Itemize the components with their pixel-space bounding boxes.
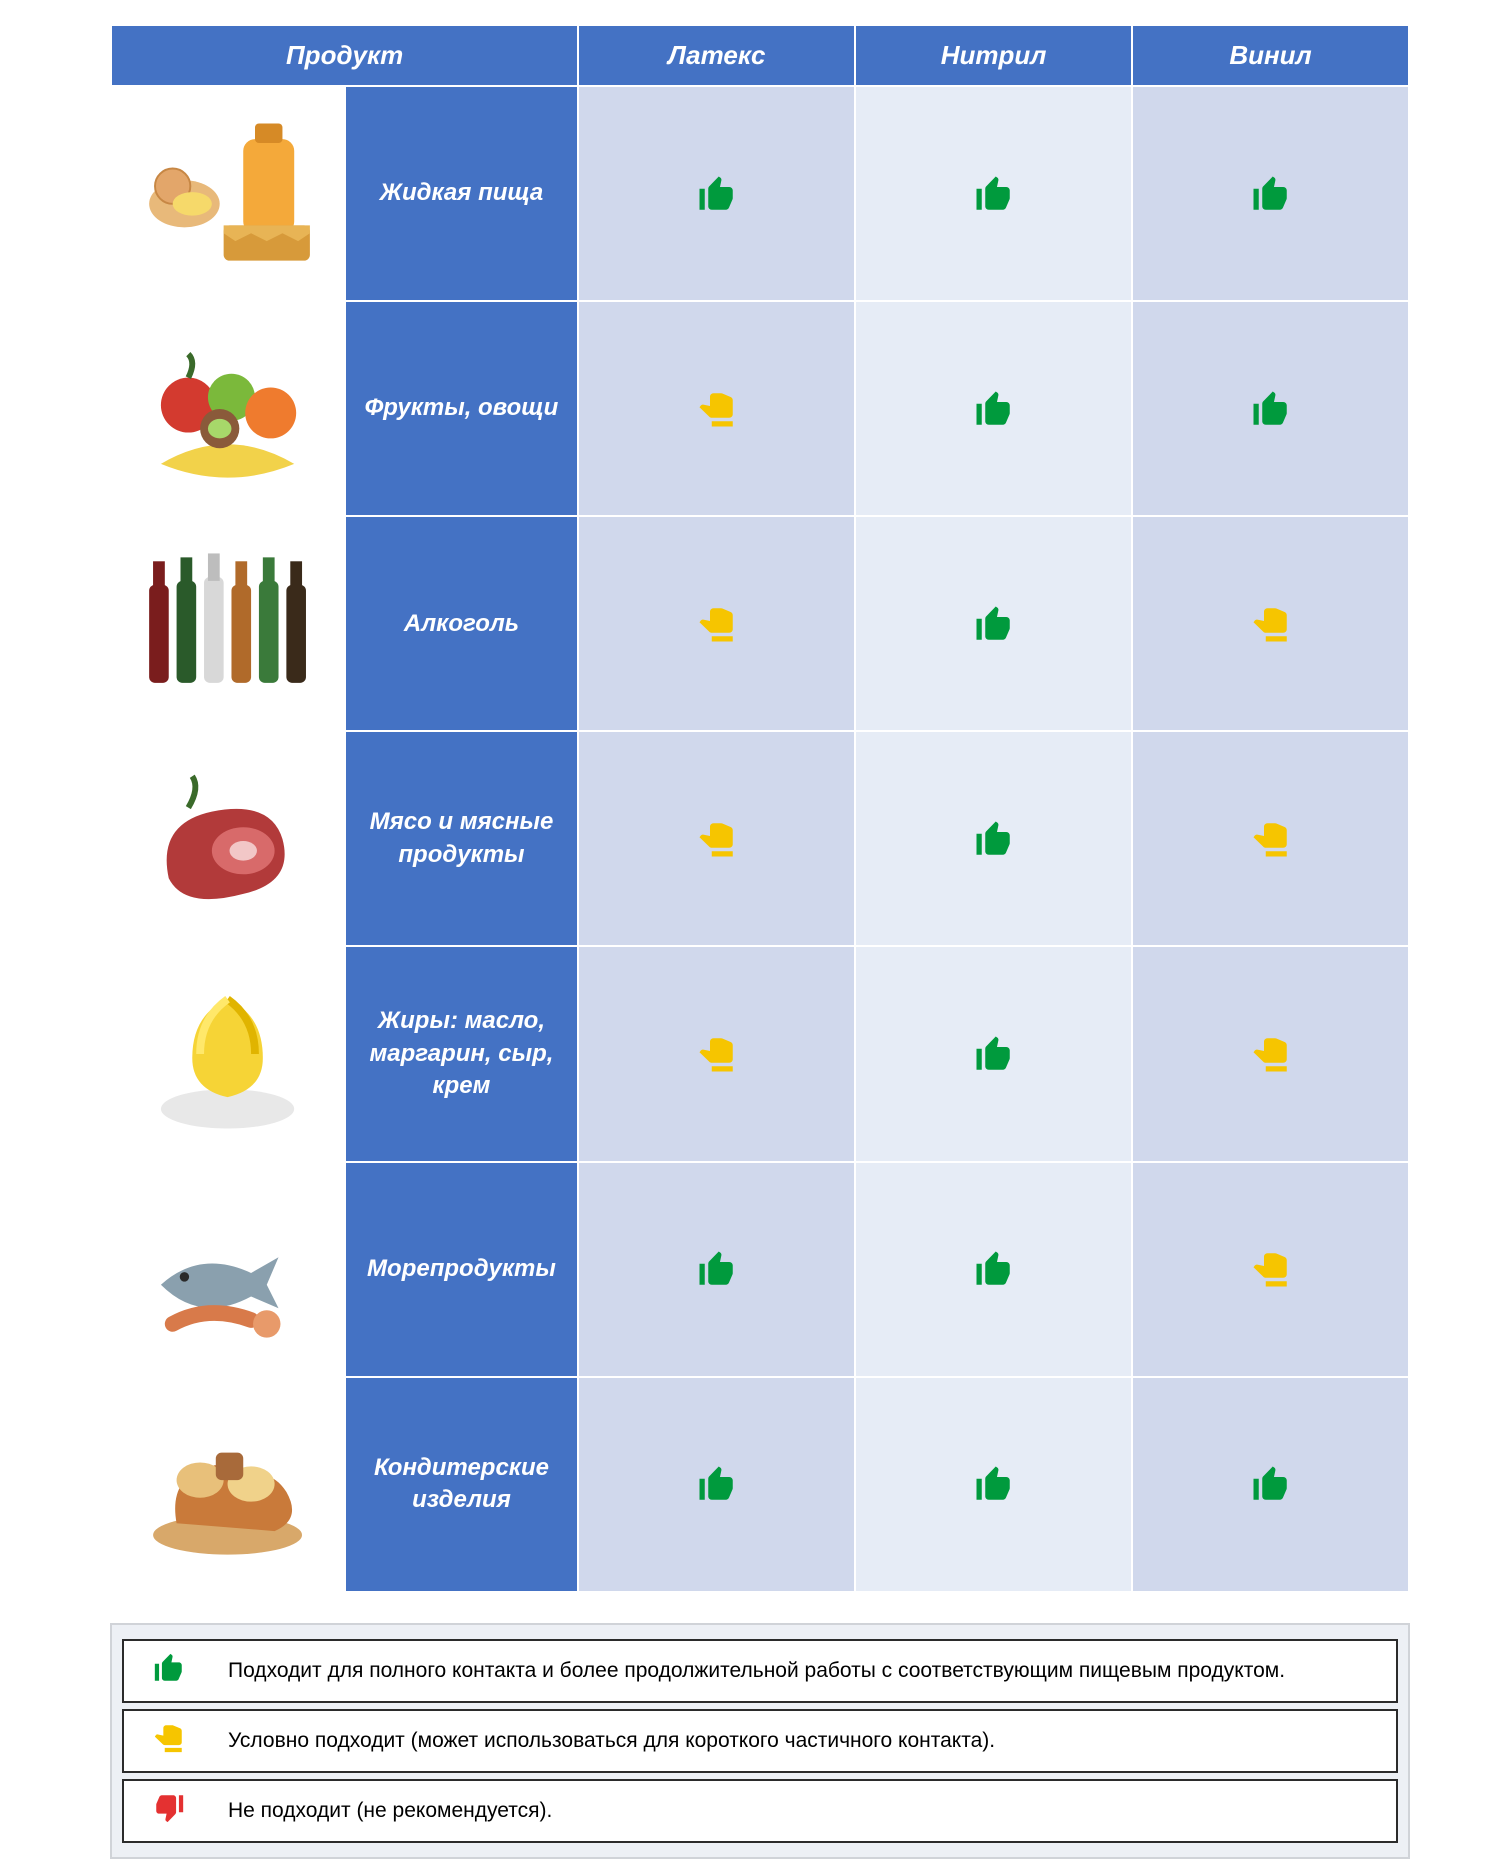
product-image-seafood — [112, 1163, 344, 1376]
rating-cell-1 — [855, 1377, 1132, 1592]
table-row: Мясо и мясные продукты — [111, 731, 1409, 946]
compatibility-table-page: Продукт Латекс Нитрил Винил Жидкая пищаФ… — [0, 0, 1500, 1859]
table-row: Жидкая пища — [111, 86, 1409, 301]
product-image-cell — [111, 1377, 345, 1592]
legend-row: Подходит для полного контакта и более пр… — [122, 1639, 1398, 1703]
thumb-conditional-icon — [696, 818, 738, 860]
rating-cell-1 — [855, 731, 1132, 946]
thumb-good-icon — [973, 1463, 1015, 1505]
product-image-cell — [111, 301, 345, 516]
thumb-good-icon — [1250, 388, 1292, 430]
rating-cell-0 — [578, 516, 855, 731]
rating-cell-0 — [578, 86, 855, 301]
rating-cell-2 — [1132, 1377, 1409, 1592]
rating-cell-1 — [855, 86, 1132, 301]
thumb-good-icon — [973, 603, 1015, 645]
compatibility-table: Продукт Латекс Нитрил Винил Жидкая пищаФ… — [110, 24, 1410, 1593]
legend-row: Условно подходит (может использоваться д… — [122, 1709, 1398, 1773]
legend-icon-cell — [122, 1779, 214, 1843]
table-head: Продукт Латекс Нитрил Винил — [111, 25, 1409, 86]
rating-cell-0 — [578, 1162, 855, 1377]
rating-cell-0 — [578, 301, 855, 516]
product-image-fats — [112, 947, 344, 1160]
legend-row: Не подходит (не рекомендуется). — [122, 1779, 1398, 1843]
product-label: Фрукты, овощи — [345, 301, 579, 516]
product-label: Жиры: масло, маргарин, сыр, крем — [345, 946, 579, 1161]
legend-table: Подходит для полного контакта и более пр… — [122, 1633, 1398, 1849]
rating-cell-1 — [855, 301, 1132, 516]
legend-text: Подходит для полного контакта и более пр… — [214, 1639, 1398, 1703]
thumb-conditional-icon — [696, 388, 738, 430]
product-image-cell — [111, 516, 345, 731]
product-label: Морепродукты — [345, 1162, 579, 1377]
product-image-fruits-veg — [112, 302, 344, 515]
table-row: Кондитерские изделия — [111, 1377, 1409, 1592]
thumb-good-icon — [973, 1248, 1015, 1290]
thumb-good-icon — [1250, 1463, 1292, 1505]
rating-cell-2 — [1132, 86, 1409, 301]
product-image-cell — [111, 1162, 345, 1377]
thumb-conditional-icon — [1250, 603, 1292, 645]
thumb-good-icon — [973, 818, 1015, 860]
thumb-conditional-icon — [696, 603, 738, 645]
thumb-good-icon — [1250, 173, 1292, 215]
rating-cell-1 — [855, 516, 1132, 731]
col-header-product: Продукт — [111, 25, 578, 86]
thumb-conditional-icon — [152, 1721, 186, 1755]
thumb-good-icon — [152, 1651, 186, 1685]
rating-cell-2 — [1132, 516, 1409, 731]
product-label: Алкоголь — [345, 516, 579, 731]
product-image-liquid-food — [112, 87, 344, 300]
rating-cell-0 — [578, 731, 855, 946]
product-image-cell — [111, 946, 345, 1161]
col-header-material-0: Латекс — [578, 25, 855, 86]
legend-icon-cell — [122, 1639, 214, 1703]
table-row: Фрукты, овощи — [111, 301, 1409, 516]
thumb-good-icon — [973, 1033, 1015, 1075]
table-row: Алкоголь — [111, 516, 1409, 731]
thumb-good-icon — [696, 1463, 738, 1505]
rating-cell-1 — [855, 946, 1132, 1161]
product-label: Мясо и мясные продукты — [345, 731, 579, 946]
thumb-bad-icon — [152, 1791, 186, 1825]
rating-cell-2 — [1132, 301, 1409, 516]
rating-cell-2 — [1132, 1162, 1409, 1377]
rating-cell-1 — [855, 1162, 1132, 1377]
product-image-cell — [111, 731, 345, 946]
table-body: Жидкая пищаФрукты, овощиАлкогольМясо и м… — [111, 86, 1409, 1592]
thumb-good-icon — [696, 1248, 738, 1290]
product-image-meat — [112, 732, 344, 945]
legend: Подходит для полного контакта и более пр… — [110, 1623, 1410, 1859]
table-row: Морепродукты — [111, 1162, 1409, 1377]
thumb-conditional-icon — [1250, 818, 1292, 860]
thumb-conditional-icon — [1250, 1248, 1292, 1290]
rating-cell-0 — [578, 1377, 855, 1592]
legend-text: Не подходит (не рекомендуется). — [214, 1779, 1398, 1843]
thumb-good-icon — [696, 173, 738, 215]
thumb-conditional-icon — [1250, 1033, 1292, 1075]
product-image-confectionery — [112, 1378, 344, 1591]
product-image-alcohol — [112, 517, 344, 730]
product-label: Жидкая пища — [345, 86, 579, 301]
rating-cell-2 — [1132, 731, 1409, 946]
product-image-cell — [111, 86, 345, 301]
col-header-material-2: Винил — [1132, 25, 1409, 86]
product-label: Кондитерские изделия — [345, 1377, 579, 1592]
col-header-material-1: Нитрил — [855, 25, 1132, 86]
rating-cell-2 — [1132, 946, 1409, 1161]
legend-icon-cell — [122, 1709, 214, 1773]
rating-cell-0 — [578, 946, 855, 1161]
legend-text: Условно подходит (может использоваться д… — [214, 1709, 1398, 1773]
table-row: Жиры: масло, маргарин, сыр, крем — [111, 946, 1409, 1161]
thumb-good-icon — [973, 173, 1015, 215]
thumb-conditional-icon — [696, 1033, 738, 1075]
thumb-good-icon — [973, 388, 1015, 430]
